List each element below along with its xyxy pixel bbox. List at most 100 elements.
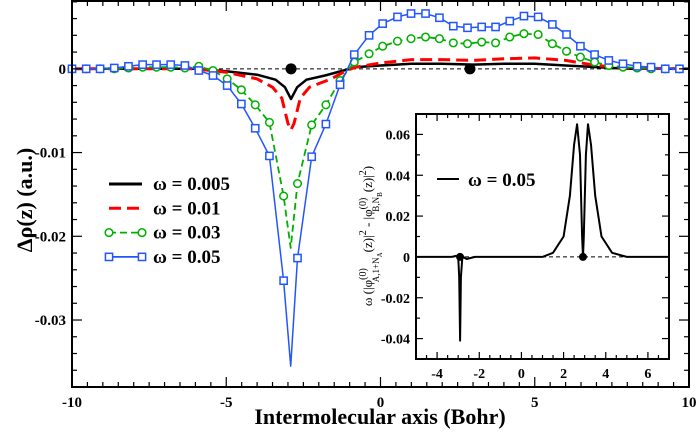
y-tick-label: -0.04 <box>381 333 410 348</box>
nucleus-dot <box>578 252 587 261</box>
legend-label: ω = 0.05 <box>153 247 220 268</box>
y-tick-label: 0 <box>59 62 67 78</box>
inset-ylabel-part: 2 <box>358 170 369 175</box>
data-point-circle <box>264 117 274 127</box>
x-tick-label: -10 <box>62 395 82 411</box>
nucleus-dot <box>285 63 297 75</box>
inset-background <box>416 114 669 359</box>
data-point-circle <box>250 100 260 110</box>
legend-label: ω = 0.03 <box>153 223 220 244</box>
data-point-circle <box>590 57 600 67</box>
data-point-square <box>109 63 119 73</box>
y-tick-label: 0.06 <box>386 128 411 143</box>
data-point-square <box>237 99 246 109</box>
data-point-square <box>335 80 345 90</box>
x-tick-label: 0 <box>518 367 525 382</box>
nucleus-dot <box>456 252 465 261</box>
data-point-circle <box>505 32 515 42</box>
data-point-circle <box>406 34 416 44</box>
data-point-square <box>208 71 218 80</box>
legend-label: ω = 0.01 <box>153 198 220 219</box>
series-line-1 <box>72 56 690 132</box>
x-tick-label: 6 <box>644 367 651 382</box>
data-point-square <box>166 60 176 69</box>
legend-marker-square <box>104 252 114 262</box>
inset-ylabel-part: 2 <box>358 230 369 235</box>
x-tick-label: -2 <box>473 367 485 382</box>
data-point-square <box>533 12 543 22</box>
inset-legend-label: ω = 0.05 <box>468 170 535 191</box>
inset-ylabel-part: ω (|φ <box>360 280 375 306</box>
data-point-circle <box>292 178 303 189</box>
series-line-0 <box>416 123 669 342</box>
x-tick-label: 5 <box>531 395 539 411</box>
data-point-square <box>180 61 190 70</box>
data-point-circle <box>420 32 431 42</box>
legend-marker-circle <box>137 228 147 238</box>
data-point-circle <box>448 38 458 48</box>
inset-ylabel-part: A,1+N <box>371 257 381 282</box>
inset-ylabel-part: (0) <box>358 198 369 210</box>
data-point-square <box>421 9 430 18</box>
data-point-square <box>547 20 557 29</box>
y-axis-title: Δρ(z) (a.u.) <box>12 148 37 252</box>
data-point-circle <box>279 191 289 201</box>
data-point-square <box>576 41 585 51</box>
y-tick-label: 0.04 <box>386 169 411 184</box>
data-point-square <box>660 64 670 74</box>
inset-y-axis-title: ω (|φ(0) A,1+NA(z)|2 - |φ(0) B,NB(z)|2) <box>358 166 384 306</box>
data-point-circle <box>477 37 487 47</box>
x-axis-title: Intermolecular axis (Bohr) <box>254 404 505 429</box>
inset-ylabel-part: ) <box>360 166 375 170</box>
inset-ylabel-part: (z)| <box>360 175 375 192</box>
data-point-square <box>618 59 628 69</box>
inset-ylabel-part: (0) <box>358 268 369 280</box>
data-point-circle <box>575 52 585 62</box>
data-point-square <box>378 19 388 28</box>
y-tick-label: -0.02 <box>381 292 410 307</box>
data-point-square <box>632 61 642 71</box>
legend-marker-square <box>137 252 147 262</box>
data-point-circle <box>434 34 444 44</box>
data-point-circle <box>307 120 317 130</box>
data-point-square <box>321 119 331 129</box>
data-point-square <box>81 64 91 74</box>
data-point-square <box>95 64 105 74</box>
data-point-square <box>435 13 444 23</box>
inset-ylabel-part: A <box>376 252 384 257</box>
data-point-square <box>505 16 515 26</box>
inset-plot: -4 -2 0 2 4 6 0.06 0.04 0.02 0 -0.02 -0.04 ω = 0.05 <box>381 113 670 382</box>
x-tick-label: 0 <box>377 395 385 411</box>
x-tick-label: 10 <box>682 395 697 411</box>
data-point-square <box>138 60 147 69</box>
data-point-circle <box>533 29 543 40</box>
data-point-square <box>448 21 458 31</box>
data-point-square <box>194 66 204 75</box>
data-point-circle <box>462 39 473 49</box>
data-point-square <box>562 30 571 39</box>
inset-ylabel-part: B,N <box>371 196 381 211</box>
data-point-circle <box>547 39 557 49</box>
data-point-square <box>349 50 359 59</box>
data-point-square <box>463 23 472 33</box>
data-point-square <box>519 11 529 21</box>
y-tick-label: 0.02 <box>386 210 411 225</box>
x-tick-label: -5 <box>220 395 233 411</box>
y-tick-label: -0.03 <box>35 313 66 329</box>
inset-ylabel-part: (z)| <box>360 235 375 252</box>
data-point-square <box>307 152 317 162</box>
data-point-circle <box>378 41 388 51</box>
data-point-square <box>265 151 274 161</box>
legend: ω = 0.005 ω = 0.01 ω = 0.03 ω = 0.05 <box>104 174 230 268</box>
nucleus-dot <box>464 63 476 75</box>
data-point-square <box>646 62 656 72</box>
data-point-square <box>293 253 302 263</box>
y-tick-label: 0 <box>403 251 410 266</box>
data-point-square <box>250 123 260 133</box>
data-point-square <box>477 22 487 32</box>
data-point-square <box>124 61 133 71</box>
data-point-square <box>491 22 500 32</box>
data-point-square <box>279 276 288 286</box>
legend-marker-circle <box>104 228 114 238</box>
